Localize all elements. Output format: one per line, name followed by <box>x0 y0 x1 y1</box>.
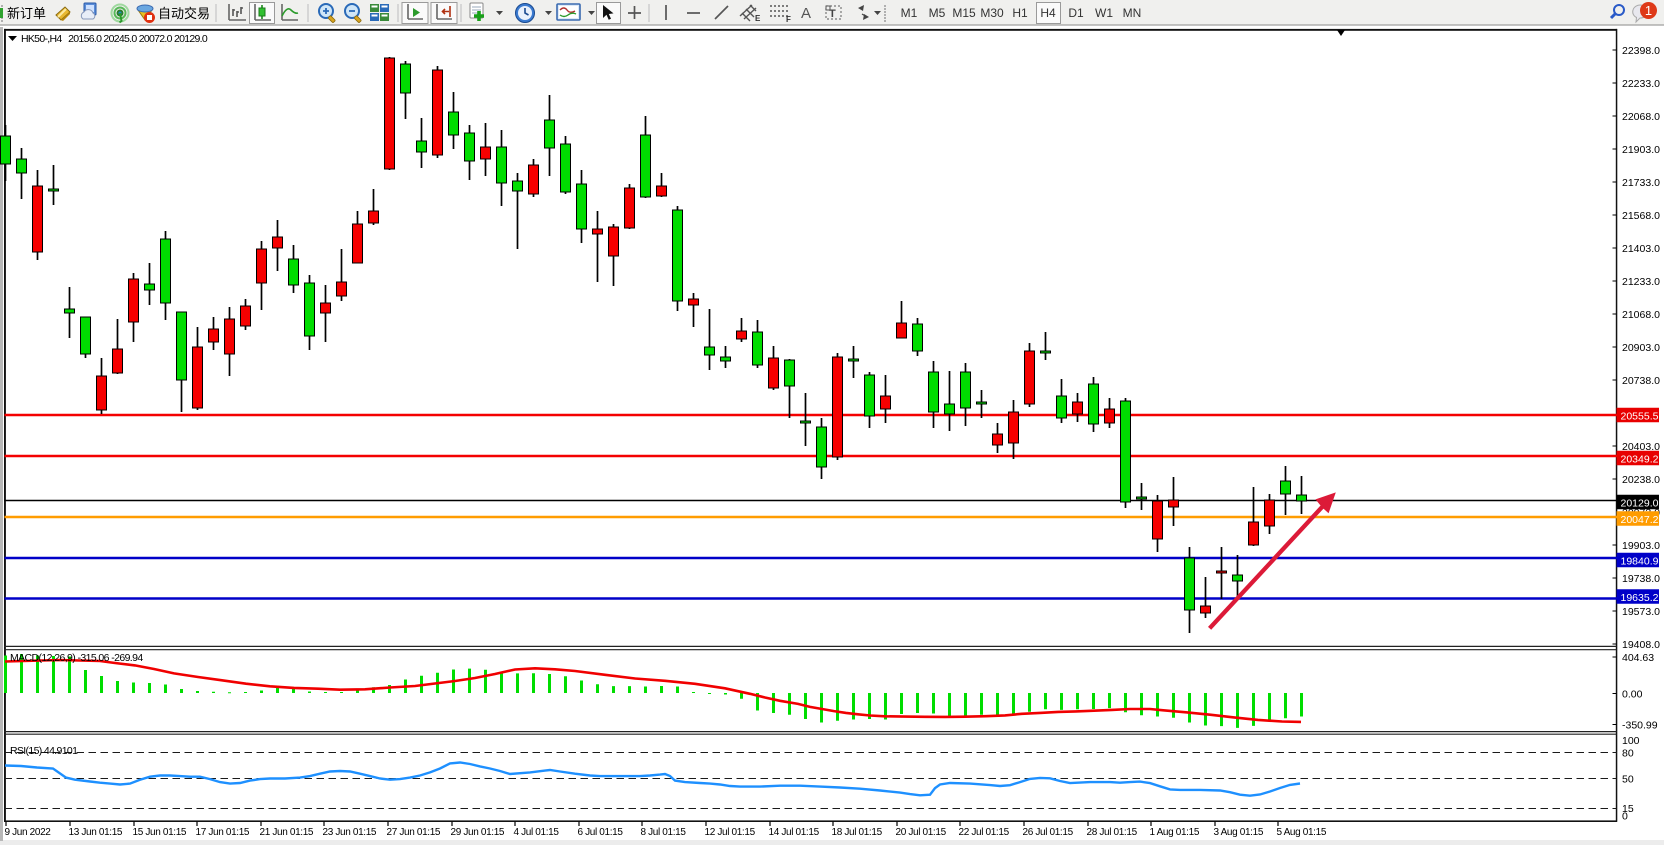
svg-text:15: 15 <box>1622 803 1634 815</box>
svg-text:19635.2: 19635.2 <box>1621 592 1659 604</box>
svg-text:E: E <box>755 14 761 23</box>
svg-text:1 Aug 01:15: 1 Aug 01:15 <box>1150 827 1200 838</box>
svg-text:M1: M1 <box>901 6 918 20</box>
svg-text:6 Jul 01:15: 6 Jul 01:15 <box>578 827 624 838</box>
svg-text:H4: H4 <box>1040 6 1056 20</box>
svg-text:17 Jun 01:15: 17 Jun 01:15 <box>196 827 250 838</box>
svg-text:21903.0: 21903.0 <box>1622 144 1660 156</box>
svg-text:13 Jun 01:15: 13 Jun 01:15 <box>69 827 123 838</box>
svg-text:新订单: 新订单 <box>7 6 46 21</box>
svg-text:20738.0: 20738.0 <box>1622 375 1660 387</box>
svg-text:19840.9: 19840.9 <box>1621 556 1659 568</box>
svg-text:20349.2: 20349.2 <box>1621 454 1659 466</box>
svg-text:20238.0: 20238.0 <box>1622 474 1660 486</box>
svg-text:14 Jul 01:15: 14 Jul 01:15 <box>769 827 820 838</box>
svg-text:22233.0: 22233.0 <box>1622 78 1660 90</box>
svg-text:HK50-,H4 20156.0 20245.0 200: HK50-,H4 20156.0 20245.0 20072.0 20129.0 <box>21 33 208 45</box>
svg-text:H1: H1 <box>1012 6 1028 20</box>
svg-text:20903.0: 20903.0 <box>1622 342 1660 354</box>
svg-text:W1: W1 <box>1095 6 1113 20</box>
svg-text:21403.0: 21403.0 <box>1622 243 1660 255</box>
svg-text:404.63: 404.63 <box>1622 652 1654 664</box>
svg-text:50: 50 <box>1622 774 1634 786</box>
svg-text:3 Aug 01:15: 3 Aug 01:15 <box>1214 827 1264 838</box>
svg-text:22398.0: 22398.0 <box>1622 45 1660 57</box>
svg-text:26 Jul 01:15: 26 Jul 01:15 <box>1023 827 1074 838</box>
svg-text:1: 1 <box>1645 3 1652 18</box>
svg-text:0.00: 0.00 <box>1622 689 1643 701</box>
svg-text:自动交易: 自动交易 <box>158 6 210 21</box>
svg-text:21233.0: 21233.0 <box>1622 276 1660 288</box>
svg-text:M15: M15 <box>952 6 976 20</box>
svg-text:80: 80 <box>1622 748 1634 760</box>
svg-text:22068.0: 22068.0 <box>1622 111 1660 123</box>
svg-text:9 Jun 2022: 9 Jun 2022 <box>5 827 52 838</box>
svg-text:20555.5: 20555.5 <box>1621 411 1659 423</box>
svg-text:21733.0: 21733.0 <box>1622 177 1660 189</box>
svg-text:20129.0: 20129.0 <box>1621 498 1659 510</box>
svg-text:22 Jul 01:15: 22 Jul 01:15 <box>959 827 1010 838</box>
svg-text:19903.0: 19903.0 <box>1622 540 1660 552</box>
svg-text:20047.2: 20047.2 <box>1621 514 1659 526</box>
svg-text:4 Jul 01:15: 4 Jul 01:15 <box>514 827 560 838</box>
svg-text:M30: M30 <box>980 6 1004 20</box>
svg-text:0: 0 <box>1622 811 1628 823</box>
svg-text:-350.99: -350.99 <box>1622 720 1658 732</box>
svg-text:28 Jul 01:15: 28 Jul 01:15 <box>1087 827 1138 838</box>
svg-text:27 Jun 01:15: 27 Jun 01:15 <box>387 827 441 838</box>
svg-text:5 Aug 01:15: 5 Aug 01:15 <box>1277 827 1327 838</box>
svg-text:12 Jul 01:15: 12 Jul 01:15 <box>705 827 756 838</box>
svg-text:29 Jun 01:15: 29 Jun 01:15 <box>451 827 505 838</box>
svg-text:23 Jun 01:15: 23 Jun 01:15 <box>323 827 377 838</box>
svg-text:8 Jul 01:15: 8 Jul 01:15 <box>641 827 687 838</box>
svg-text:100: 100 <box>1622 735 1640 747</box>
svg-text:A: A <box>801 5 811 22</box>
svg-text:18 Jul 01:15: 18 Jul 01:15 <box>832 827 883 838</box>
svg-text:MN: MN <box>1123 6 1142 20</box>
svg-text:21568.0: 21568.0 <box>1622 210 1660 222</box>
svg-text:MACD(12,26,9) -315.06 -269.94: MACD(12,26,9) -315.06 -269.94 <box>10 652 143 664</box>
svg-text:20403.0: 20403.0 <box>1622 441 1660 453</box>
svg-text:T: T <box>829 8 836 20</box>
svg-text:D1: D1 <box>1068 6 1084 20</box>
svg-text:21 Jun 01:15: 21 Jun 01:15 <box>260 827 314 838</box>
svg-text:21068.0: 21068.0 <box>1622 309 1660 321</box>
svg-text:F: F <box>786 15 791 24</box>
svg-text:19408.0: 19408.0 <box>1622 639 1660 651</box>
svg-text:19738.0: 19738.0 <box>1622 573 1660 585</box>
svg-text:M5: M5 <box>929 6 946 20</box>
svg-text:20 Jul 01:15: 20 Jul 01:15 <box>896 827 947 838</box>
svg-text:15 Jun 01:15: 15 Jun 01:15 <box>133 827 187 838</box>
svg-text:RSI(15) 44.9101: RSI(15) 44.9101 <box>10 745 78 757</box>
svg-text:19573.0: 19573.0 <box>1622 606 1660 618</box>
